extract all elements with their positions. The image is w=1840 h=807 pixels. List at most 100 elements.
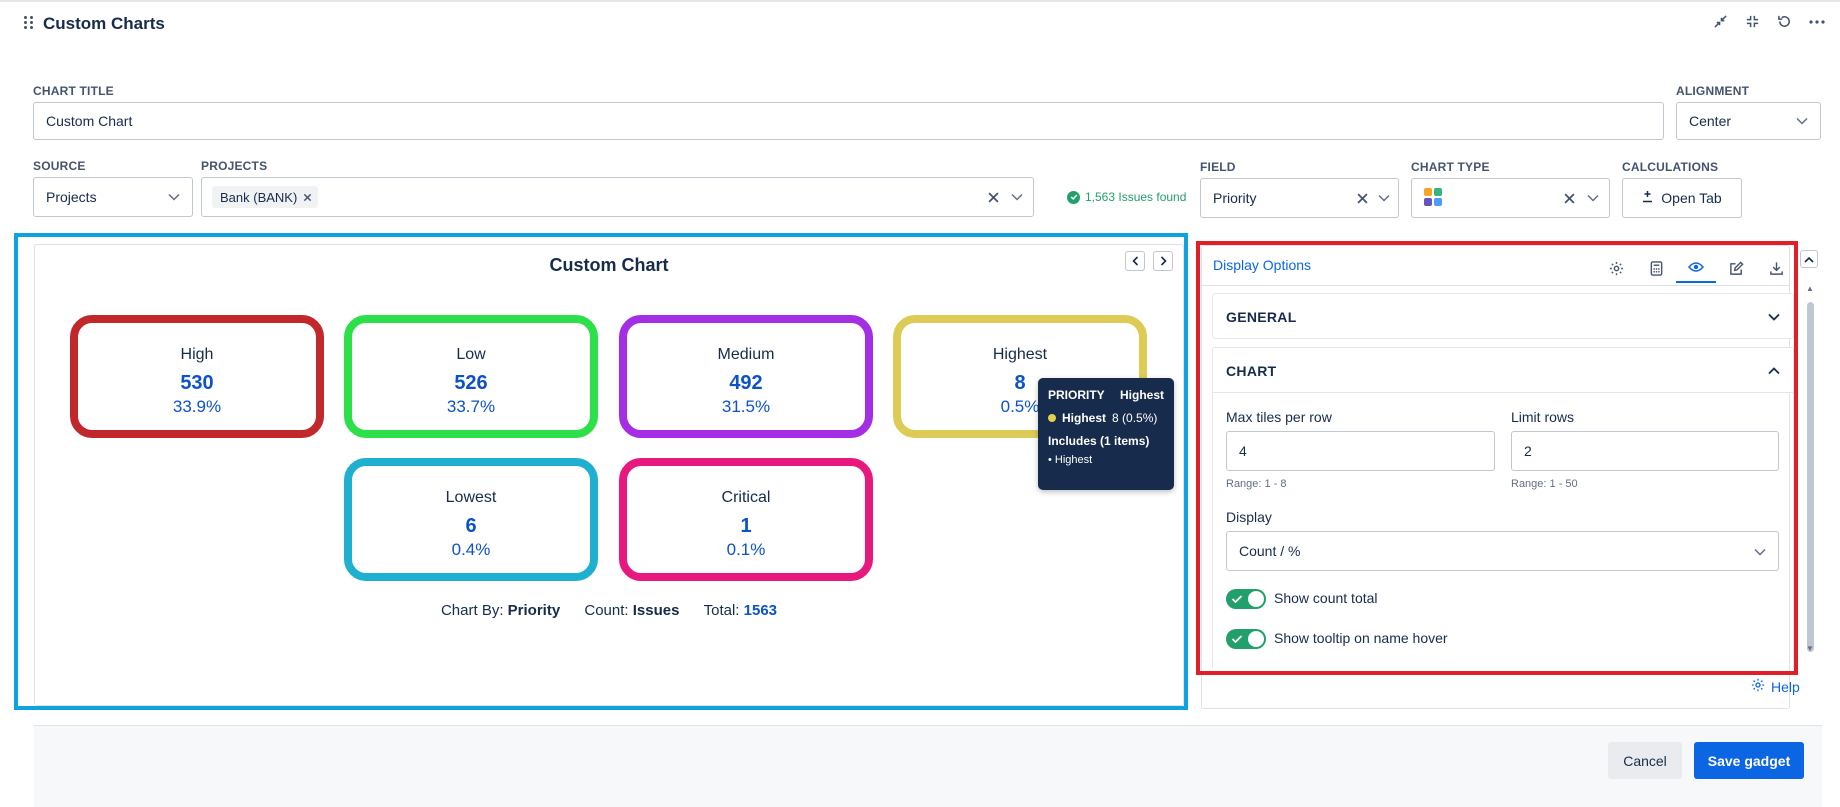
- help-link[interactable]: Help: [1751, 678, 1800, 695]
- scroll-down-icon[interactable]: ▼: [1806, 644, 1814, 653]
- remove-chip-icon[interactable]: [303, 190, 312, 205]
- tooltip-item: • Highest: [1048, 454, 1093, 466]
- tooltip-includes: Includes (1 items): [1048, 434, 1150, 448]
- next-page-button[interactable]: [1153, 251, 1173, 271]
- chart-type-label: CHART TYPE: [1411, 160, 1490, 174]
- chart-title-value: Custom Chart: [46, 113, 133, 129]
- clear-icon[interactable]: [987, 191, 999, 203]
- chevron-up-icon: [1767, 364, 1781, 378]
- gear-icon[interactable]: [1596, 253, 1636, 283]
- chart-highlight-outline: [14, 233, 1188, 710]
- alignment-select[interactable]: Center: [1676, 102, 1821, 140]
- chevron-down-icon: [1378, 192, 1390, 204]
- field-select[interactable]: Priority: [1200, 178, 1399, 218]
- show-tooltip-label: Show tooltip on name hover: [1274, 630, 1448, 646]
- tile-name[interactable]: Medium: [717, 346, 775, 363]
- scroll-up-icon[interactable]: ▲: [1806, 284, 1814, 293]
- chevron-down-icon: [1754, 546, 1766, 558]
- chart-section-header[interactable]: CHART: [1212, 347, 1794, 393]
- alignment-label: ALIGNMENT: [1676, 84, 1750, 98]
- chevron-down-icon: [1587, 192, 1599, 204]
- priority-tile-critical[interactable]: Critical 1 0.1%: [619, 458, 873, 581]
- chart-title-input[interactable]: Custom Chart: [33, 102, 1664, 140]
- chevron-down-icon: [1767, 310, 1781, 324]
- max-tiles-input[interactable]: 4: [1226, 431, 1495, 471]
- tiles-chart-icon: [1424, 187, 1442, 209]
- display-options-title: Display Options: [1213, 257, 1312, 273]
- collapse-panel-button[interactable]: [1800, 250, 1818, 268]
- plus-minus-icon: [1642, 190, 1653, 206]
- priority-tile-low[interactable]: Low 526 33.7%: [344, 315, 598, 438]
- count-value: Issues: [632, 602, 680, 619]
- save-gadget-button[interactable]: Save gadget: [1694, 742, 1804, 779]
- priority-tile-medium[interactable]: Medium 492 31.5%: [619, 315, 873, 438]
- calculator-icon[interactable]: [1636, 253, 1676, 283]
- scrollbar-thumb[interactable]: [1807, 302, 1814, 652]
- limit-rows-input[interactable]: 2: [1511, 431, 1779, 471]
- open-tab-button[interactable]: Open Tab: [1622, 178, 1742, 218]
- tile-name[interactable]: Critical: [721, 489, 771, 506]
- source-label: SOURCE: [33, 159, 86, 173]
- tile-percent: 0.1%: [726, 540, 766, 559]
- panel-divider: [1201, 285, 1790, 286]
- total-label: Total:: [703, 602, 740, 619]
- gadget-title: Custom Charts: [43, 14, 165, 33]
- clear-icon[interactable]: [1563, 192, 1575, 204]
- project-chip-label: Bank (BANK): [220, 189, 298, 205]
- download-icon[interactable]: [1756, 253, 1796, 283]
- tooltip-header-key: PRIORITY: [1048, 388, 1105, 402]
- minimize-icon[interactable]: [1711, 12, 1730, 31]
- source-select[interactable]: Projects: [33, 177, 193, 217]
- options-highlight-outline: [1196, 241, 1798, 675]
- tile-tooltip: PRIORITY Highest Highest 8 (0.5%) Includ…: [1038, 378, 1174, 490]
- chart-section-body: [1212, 393, 1794, 668]
- tile-count: 8: [1014, 372, 1026, 394]
- projects-label: PROJECTS: [201, 159, 268, 173]
- tile-percent: 33.9%: [172, 397, 222, 416]
- limit-rows-label: Limit rows: [1511, 409, 1575, 425]
- edit-icon[interactable]: [1716, 253, 1756, 283]
- gadget-header: Custom Charts: [0, 2, 1840, 42]
- show-count-total-label: Show count total: [1274, 590, 1378, 606]
- tile-percent: 31.5%: [721, 397, 771, 416]
- issues-found-text: 1,563 Issues found: [1085, 190, 1187, 204]
- chevron-down-icon: [1796, 115, 1808, 127]
- drag-handle-icon[interactable]: [24, 16, 34, 30]
- max-tiles-value: 4: [1239, 443, 1247, 459]
- refresh-icon[interactable]: [1775, 12, 1794, 31]
- tile-name[interactable]: Low: [456, 346, 486, 363]
- chart-title-label: CHART TITLE: [33, 84, 114, 98]
- cancel-button[interactable]: Cancel: [1608, 742, 1682, 779]
- chevron-down-icon: [168, 191, 180, 203]
- tooltip-row-name: Highest: [1062, 411, 1107, 425]
- open-tab-label: Open Tab: [1661, 190, 1722, 206]
- priority-tile-highest[interactable]: Highest 8 0.5%: [893, 315, 1147, 438]
- tile-percent: 0.5%: [1000, 397, 1040, 416]
- priority-tile-lowest[interactable]: Lowest 6 0.4%: [344, 458, 598, 581]
- general-section-header[interactable]: GENERAL: [1212, 293, 1794, 339]
- clear-icon[interactable]: [1356, 192, 1368, 204]
- display-select[interactable]: Count / %: [1226, 531, 1779, 571]
- prev-page-button[interactable]: [1125, 251, 1145, 271]
- field-label: FIELD: [1200, 160, 1236, 174]
- chevron-down-icon: [1011, 191, 1023, 203]
- tile-name[interactable]: Highest: [992, 346, 1048, 363]
- tile-count: 492: [729, 372, 763, 394]
- calculations-label: CALCULATIONS: [1622, 160, 1719, 174]
- tile-percent: 33.7%: [446, 397, 496, 416]
- show-count-total-toggle[interactable]: [1226, 589, 1266, 609]
- more-icon[interactable]: [1807, 12, 1826, 31]
- priority-tile-high[interactable]: High 530 33.9%: [70, 315, 324, 438]
- eye-icon[interactable]: [1676, 253, 1716, 283]
- display-value: Count / %: [1239, 543, 1301, 559]
- max-tiles-label: Max tiles per row: [1226, 409, 1332, 425]
- tile-name[interactable]: Lowest: [445, 489, 497, 506]
- tile-percent: 0.4%: [451, 540, 491, 559]
- collapse-icon[interactable]: [1743, 12, 1762, 31]
- max-tiles-hint: Range: 1 - 8: [1226, 478, 1287, 490]
- chart-type-select[interactable]: [1411, 178, 1610, 218]
- chart-by-value: Priority: [507, 602, 561, 619]
- projects-select[interactable]: Bank (BANK): [201, 177, 1034, 217]
- tile-name[interactable]: High: [180, 346, 214, 363]
- show-tooltip-toggle[interactable]: [1226, 629, 1266, 649]
